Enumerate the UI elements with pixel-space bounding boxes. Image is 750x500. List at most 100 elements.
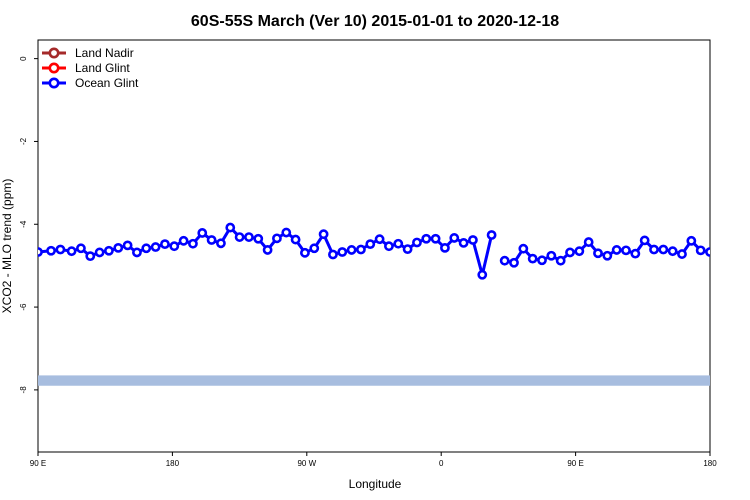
- legend-land-nadir-marker: [48, 47, 60, 59]
- ocean-glint-point: [402, 244, 413, 255]
- ocean-glint-point: [309, 243, 320, 254]
- ocean-glint-point: [253, 233, 264, 244]
- ocean-glint-point: [574, 246, 585, 257]
- ocean-glint-point: [518, 243, 529, 254]
- y-tick-label: 0: [19, 56, 28, 61]
- ocean-glint-point: [744, 246, 750, 253]
- ocean-glint-point: [458, 237, 469, 248]
- ocean-glint-point: [55, 244, 66, 255]
- ocean-glint-point: [318, 229, 329, 240]
- ocean-glint-point: [188, 238, 198, 249]
- x-tick-label: 90 E: [567, 459, 583, 468]
- series-layer: [38, 222, 750, 280]
- ocean-glint-point: [734, 248, 741, 255]
- ocean-glint-point: [509, 257, 519, 268]
- legend-land-glint-marker: [48, 62, 60, 74]
- y-tick-label: -4: [19, 220, 28, 228]
- background-band: [38, 375, 710, 386]
- ocean-glint-point: [527, 253, 538, 264]
- ocean-glint-point: [160, 239, 170, 250]
- ocean-glint-point: [38, 247, 43, 257]
- legend-ocean-glint-label: Ocean Glint: [75, 76, 139, 90]
- ocean-glint-point: [468, 235, 478, 245]
- ocean-glint-point: [393, 238, 404, 249]
- ocean-glint-point: [555, 255, 566, 266]
- ocean-glint-point: [602, 250, 613, 261]
- legend-ocean-glint-marker: [48, 77, 60, 89]
- y-tick-label: -2: [19, 137, 28, 145]
- x-tick-label: 0: [439, 459, 444, 468]
- ocean-glint-point: [593, 248, 603, 259]
- y-axis: 0 -2 -4 -6 -8: [19, 56, 38, 394]
- ocean-glint-point: [677, 249, 687, 259]
- y-tick-label: -8: [19, 386, 28, 394]
- ocean-glint-point: [537, 255, 547, 266]
- ocean-glint-point: [630, 248, 641, 259]
- ocean-glint-point: [695, 245, 706, 256]
- ocean-glint-point: [686, 235, 697, 246]
- ocean-glint-point: [234, 232, 245, 242]
- ocean-glint-point: [94, 247, 105, 258]
- ocean-glint-point: [477, 269, 488, 280]
- clipped-series: [38, 222, 750, 280]
- ocean-glint-point: [449, 233, 460, 243]
- ocean-glint-point: [412, 237, 422, 248]
- plot-frame: [37, 39, 711, 453]
- ocean-glint-point: [197, 228, 208, 238]
- chart-title: 60S-55S March (Ver 10) 2015-01-01 to 202…: [191, 13, 559, 30]
- ocean-glint-point: [621, 245, 631, 256]
- ocean-glint-point: [178, 235, 189, 246]
- ocean-glint-point: [716, 248, 723, 255]
- ocean-glint-point: [244, 232, 254, 242]
- x-axis: 90 E 180 90 W 0 90 E 180: [30, 452, 717, 468]
- y-axis-label: XCO2 - MLO trend (ppm): [0, 179, 14, 314]
- x-tick-label: 180: [703, 459, 717, 468]
- band-layer: [38, 375, 710, 386]
- ocean-glint-point: [356, 244, 366, 255]
- ocean-glint-point: [225, 222, 236, 233]
- ocean-glint-point: [658, 244, 669, 255]
- ocean-glint-point: [104, 245, 114, 256]
- ocean-glint-point: [141, 243, 152, 254]
- ocean-glint-point: [499, 255, 510, 266]
- ocean-glint-point: [384, 241, 394, 252]
- ocean-glint-point: [122, 240, 133, 251]
- x-tick-label: 90 E: [30, 459, 46, 468]
- ocean-glint-point: [421, 233, 432, 244]
- y-tick-label: -6: [19, 303, 28, 311]
- ocean-glint-point: [290, 234, 301, 245]
- x-tick-label: 180: [166, 459, 180, 468]
- ocean-glint-point: [725, 246, 732, 253]
- legend-land-glint-label: Land Glint: [75, 61, 130, 75]
- ocean-glint-point: [705, 247, 710, 257]
- legend-land-nadir-label: Land Nadir: [75, 46, 134, 60]
- ocean-glint-point: [272, 233, 282, 244]
- ocean-glint-point: [216, 238, 226, 249]
- ocean-glint-point: [281, 227, 292, 238]
- ocean-glint-point: [85, 251, 96, 262]
- ocean-glint-point: [346, 245, 357, 255]
- ocean-glint-point: [486, 230, 497, 240]
- ocean-glint-point: [374, 234, 385, 245]
- ocean-glint-line: [504, 238, 710, 265]
- ocean-glint-point: [440, 242, 450, 253]
- ocean-glint-point: [667, 246, 678, 257]
- ocean-glint-point: [76, 243, 86, 254]
- ocean-glint-point: [300, 247, 310, 258]
- ocean-glint-point: [169, 241, 180, 252]
- x-tick-label: 90 W: [297, 459, 316, 468]
- ocean-glint-point: [46, 245, 56, 256]
- ocean-glint-point: [639, 235, 650, 246]
- ocean-glint-point: [206, 235, 217, 245]
- ocean-glint-point: [66, 246, 77, 257]
- ocean-glint-point: [565, 247, 575, 258]
- ocean-glint-point: [430, 233, 441, 244]
- ocean-glint-point: [583, 237, 594, 247]
- ocean-glint-point: [262, 245, 273, 255]
- ocean-glint-point: [150, 242, 161, 252]
- ocean-glint-point: [546, 250, 557, 261]
- ocean-glint-point: [328, 249, 338, 260]
- ocean-glint-point: [649, 244, 659, 255]
